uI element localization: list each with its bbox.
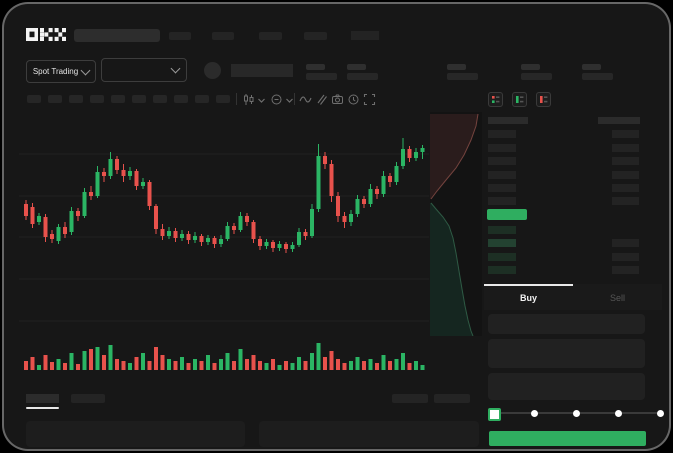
timeframe-button[interactable] [195, 95, 209, 103]
amount-input[interactable] [488, 339, 645, 368]
ask-amount-placeholder [612, 184, 639, 192]
depth-chart [430, 112, 482, 337]
toolbar-divider [294, 93, 295, 105]
draw-icon[interactable] [315, 93, 328, 106]
market-mode-selector[interactable]: Spot Trading [26, 60, 96, 83]
alert-clock-icon[interactable] [347, 93, 360, 106]
account-placeholder[interactable] [351, 31, 379, 40]
coin-avatar [204, 62, 221, 79]
volume-bars [19, 340, 429, 370]
book-bids-icon[interactable] [512, 92, 527, 107]
stat-label-placeholder [347, 64, 366, 70]
chevron-down-icon[interactable] [257, 96, 270, 109]
indicator-icon[interactable] [270, 93, 283, 106]
ask-amount-placeholder [612, 130, 639, 138]
ask-price-placeholder[interactable] [488, 144, 516, 152]
last-price-highlight[interactable] [487, 209, 527, 220]
bid-amount-placeholder [612, 266, 639, 274]
tab-buy-label: Buy [519, 293, 537, 303]
stat-label-placeholder [447, 64, 466, 70]
slider-stop[interactable] [573, 410, 580, 417]
bid-price-placeholder[interactable] [488, 266, 516, 274]
stat-value-placeholder [582, 73, 613, 80]
timeframe-button[interactable] [132, 95, 146, 103]
ask-price-placeholder[interactable] [488, 197, 516, 205]
chevron-down-icon[interactable] [285, 96, 298, 109]
orders-tab-underline [26, 407, 59, 409]
nav-item-placeholder[interactable] [169, 32, 191, 40]
price-placeholder [231, 64, 293, 77]
orders-action-1[interactable] [392, 394, 428, 403]
orderbook-price-header [488, 117, 528, 124]
search-placeholder[interactable] [74, 29, 160, 42]
ask-price-placeholder[interactable] [488, 171, 516, 179]
timeframe-button[interactable] [216, 95, 230, 103]
ask-amount-placeholder [612, 157, 639, 165]
timeframe-button[interactable] [153, 95, 167, 103]
toolbar-divider [236, 93, 237, 105]
tab-sell-label: Sell [609, 293, 625, 303]
candles-icon[interactable] [242, 93, 255, 106]
ask-amount-placeholder [612, 197, 639, 205]
stat-value-placeholder [447, 73, 478, 80]
bid-amount-placeholder [612, 253, 639, 261]
bid-price-placeholder[interactable] [488, 253, 516, 261]
okx-logo[interactable] [26, 28, 66, 41]
stat-label-placeholder [306, 64, 325, 70]
ask-amount-placeholder [612, 171, 639, 179]
trade-tab-bar: Buy Sell [484, 284, 662, 310]
book-combined-icon[interactable] [488, 92, 503, 107]
ask-price-placeholder[interactable] [488, 184, 516, 192]
orders-tab-active[interactable] [26, 394, 59, 403]
orders-panel-right [259, 421, 479, 447]
chevron-down-icon [170, 63, 181, 74]
stat-label-placeholder [521, 64, 540, 70]
timeframe-button[interactable] [27, 95, 41, 103]
ask-price-placeholder[interactable] [488, 157, 516, 165]
timeframe-button[interactable] [48, 95, 62, 103]
total-input[interactable] [488, 373, 645, 400]
candlestick-chart[interactable] [19, 112, 429, 336]
buy-submit-button[interactable] [489, 431, 646, 446]
market-mode-label: Spot Trading [32, 67, 79, 76]
bid-amount-placeholder [612, 239, 639, 247]
camera-icon[interactable] [331, 93, 344, 106]
tab-buy[interactable]: Buy [484, 284, 573, 310]
chevron-down-icon [80, 65, 91, 75]
nav-item-placeholder[interactable] [304, 32, 327, 40]
ask-amount-placeholder [612, 144, 639, 152]
nav-item-placeholder[interactable] [212, 32, 234, 40]
slider-stop[interactable] [615, 410, 622, 417]
timeframe-button[interactable] [111, 95, 125, 103]
timeframe-button[interactable] [174, 95, 188, 103]
ask-price-placeholder[interactable] [488, 130, 516, 138]
bid-price-placeholder[interactable] [488, 239, 516, 247]
fullscreen-icon[interactable] [363, 93, 376, 106]
orderbook-amount-header [598, 117, 640, 124]
slider-stop[interactable] [657, 410, 664, 417]
book-asks-icon[interactable] [536, 92, 551, 107]
stat-value-placeholder [521, 73, 552, 80]
slider-stop[interactable] [531, 410, 538, 417]
stat-value-placeholder [306, 73, 337, 80]
nav-item-placeholder[interactable] [259, 32, 282, 40]
stat-label-placeholder [582, 64, 601, 70]
stat-value-placeholder [347, 73, 378, 80]
price-input[interactable] [488, 314, 645, 334]
orders-tab-2[interactable] [71, 394, 105, 403]
orders-panel-left [26, 421, 245, 447]
amount-slider-handle[interactable] [488, 408, 501, 421]
okx-logo-glyph [26, 28, 66, 41]
pair-dropdown[interactable] [101, 58, 187, 82]
line-wave-icon[interactable] [299, 93, 312, 106]
orders-action-2[interactable] [434, 394, 470, 403]
timeframe-button[interactable] [69, 95, 83, 103]
bid-price-placeholder[interactable] [488, 226, 516, 234]
timeframe-button[interactable] [90, 95, 104, 103]
tab-sell[interactable]: Sell [573, 284, 662, 310]
